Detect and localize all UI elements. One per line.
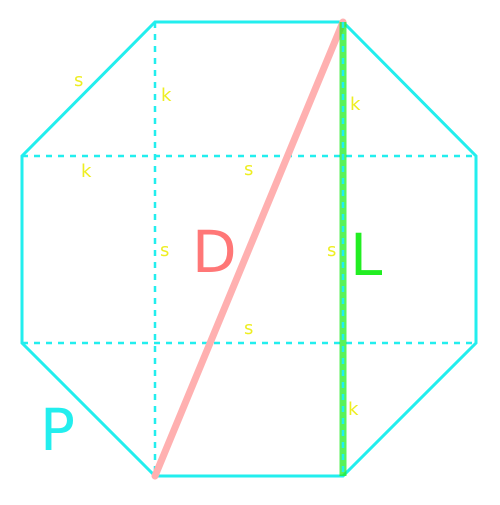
label-vertical: L — [350, 221, 382, 289]
label-corner-top-right: k — [350, 94, 361, 115]
label-corner-bottom-right: k — [348, 399, 359, 420]
label-side-middle-right: s — [327, 240, 336, 261]
label-side-top-left: s — [74, 70, 83, 91]
label-side-middle-top: s — [244, 159, 253, 180]
label-corner-top-left: k — [161, 85, 172, 106]
label-perimeter: P — [40, 396, 75, 464]
label-side-middle-bottom: s — [244, 318, 253, 339]
diagonal-line — [151, 18, 347, 480]
label-diagonal: D — [192, 218, 237, 286]
label-side-middle-left: s — [160, 240, 169, 261]
label-corner-left: k — [81, 161, 92, 182]
